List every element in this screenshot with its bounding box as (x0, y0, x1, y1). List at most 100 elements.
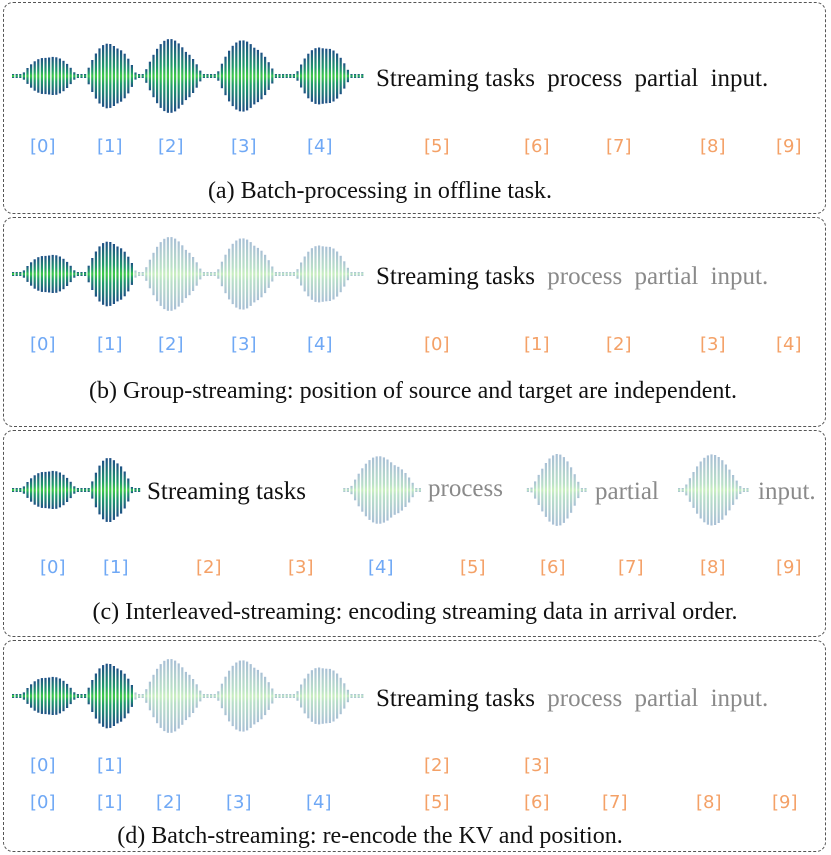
waveform-bar (400, 469, 403, 511)
waveform-bar (116, 668, 119, 724)
waveform-bar (264, 676, 267, 716)
waveform-bar (350, 694, 353, 698)
waveform-bar (289, 272, 292, 276)
waveform-bar (696, 466, 699, 514)
waveform-bar (105, 43, 108, 109)
waveform-bar (123, 471, 126, 509)
waveform-bar (357, 694, 360, 698)
word-input: input. (758, 478, 816, 505)
waveform-bar (94, 53, 97, 99)
waveform-bar (15, 74, 18, 78)
waveform-bar (296, 691, 299, 701)
waveform-bar (37, 679, 40, 713)
caption-c: (c) Interleaved-streaming: encoding stre… (92, 599, 737, 625)
waveform-bar (271, 68, 274, 84)
waveform-bar (354, 272, 357, 276)
waveform-bar (328, 48, 331, 103)
waveform-bar (548, 458, 551, 522)
waveform-bar (181, 245, 184, 303)
waveform-bar (217, 71, 220, 81)
waveform-bar (127, 58, 130, 94)
waveform-bar (339, 677, 342, 715)
waveform-bar (285, 74, 288, 78)
waveform-bar (130, 263, 133, 285)
index-label: [9] (776, 136, 802, 157)
waveform-bar (120, 466, 123, 514)
waveform-bar (116, 463, 119, 517)
waveform-bar (127, 478, 130, 502)
waveform-bar (303, 256, 306, 292)
waveform-bar (735, 480, 738, 500)
waveform-baseline (12, 489, 14, 491)
waveform-bar (156, 246, 159, 302)
waveform-bar (138, 74, 141, 78)
waveform-bar (350, 74, 353, 78)
waveform-bar (51, 56, 54, 95)
index-label: [2] (606, 334, 632, 355)
waveform-bar (307, 251, 310, 297)
waveform-bar (346, 488, 349, 492)
panel-d (3, 640, 826, 852)
waveform-bar (526, 488, 529, 492)
waveform-bar (235, 42, 238, 110)
waveform-bar (15, 694, 18, 698)
waveform-bar (66, 477, 69, 502)
index-label: [6] (540, 557, 566, 578)
waveform-bar (343, 261, 346, 287)
waveform-bar (170, 237, 173, 311)
waveform-bar (732, 475, 735, 505)
waveform-bar (62, 60, 65, 92)
waveform-bar (130, 487, 133, 494)
waveform-bar (69, 687, 72, 705)
index-label: [3] (524, 755, 550, 776)
waveform-baseline (12, 273, 14, 275)
waveform-bar (577, 481, 580, 499)
waveform-bar (73, 692, 76, 700)
waveform-bar (310, 248, 313, 300)
waveform-bar (58, 472, 61, 508)
waveform-bar (231, 45, 234, 107)
waveform-bar (361, 272, 364, 276)
panel-a (3, 2, 826, 214)
index-label: [0] (40, 557, 66, 578)
waveform-bar (30, 64, 33, 88)
sentence-d: Streaming tasks process partial input. (376, 685, 768, 712)
waveform-bar (130, 65, 133, 87)
waveform-bar (390, 462, 393, 518)
waveform-bar (73, 270, 76, 278)
waveform-bar (339, 57, 342, 95)
waveform-bar (177, 663, 180, 729)
word-streaming-tasks: Streaming tasks (376, 685, 535, 712)
waveform-bar (116, 246, 119, 302)
index-label: [8] (700, 136, 726, 157)
waveform-bar (559, 454, 562, 526)
waveform-bar (148, 61, 151, 91)
waveform-bar (48, 677, 51, 715)
waveform-bar (91, 680, 94, 712)
waveform-bar (188, 674, 191, 718)
waveform-bar (30, 684, 33, 708)
waveform-bar (253, 47, 256, 105)
waveform-bar (285, 272, 288, 276)
waveform-bar (310, 670, 313, 722)
waveform-bar (109, 242, 112, 306)
waveform-bar (51, 470, 54, 509)
waveform-bar (692, 472, 695, 508)
waveform-bar (109, 458, 112, 522)
waveform-bar (739, 486, 742, 494)
waveform-bar (102, 460, 105, 520)
waveform-bar (181, 667, 184, 725)
index-label: [1] (97, 334, 123, 355)
waveform-bar (264, 56, 267, 96)
waveform-bar (530, 487, 533, 493)
waveform-bar (134, 692, 137, 700)
waveform-bar (274, 272, 277, 276)
word-process: process (547, 65, 622, 92)
word-partial: partial (595, 478, 659, 505)
waveform-bar (382, 457, 385, 523)
index-label: [4] (306, 792, 332, 813)
waveform-bar (87, 488, 90, 492)
waveform-bar (48, 255, 51, 293)
waveform-bar (69, 67, 72, 85)
waveform-bar (354, 479, 357, 501)
